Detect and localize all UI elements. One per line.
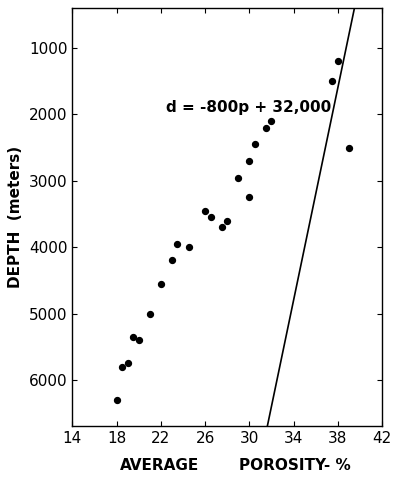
- Point: [169, 257, 175, 265]
- Point: [246, 157, 252, 165]
- Text: POROSITY- %: POROSITY- %: [240, 458, 351, 473]
- Text: AVERAGE: AVERAGE: [120, 458, 199, 473]
- Point: [235, 173, 242, 181]
- Point: [224, 217, 230, 225]
- Point: [202, 207, 208, 215]
- Point: [252, 140, 258, 148]
- Point: [124, 359, 131, 367]
- Point: [185, 243, 192, 251]
- Y-axis label: DEPTH  (meters): DEPTH (meters): [8, 146, 23, 288]
- Point: [346, 144, 352, 152]
- Point: [208, 213, 214, 221]
- Point: [114, 396, 120, 404]
- Point: [218, 223, 225, 231]
- Point: [268, 117, 275, 125]
- Point: [263, 124, 269, 132]
- Point: [329, 77, 336, 85]
- Text: d = -800p + 32,000: d = -800p + 32,000: [166, 100, 332, 115]
- Point: [136, 336, 142, 344]
- Point: [146, 309, 153, 318]
- Point: [174, 240, 181, 248]
- Point: [119, 362, 125, 370]
- Point: [246, 194, 252, 202]
- Point: [130, 333, 136, 341]
- Point: [158, 280, 164, 288]
- Point: [335, 57, 341, 66]
